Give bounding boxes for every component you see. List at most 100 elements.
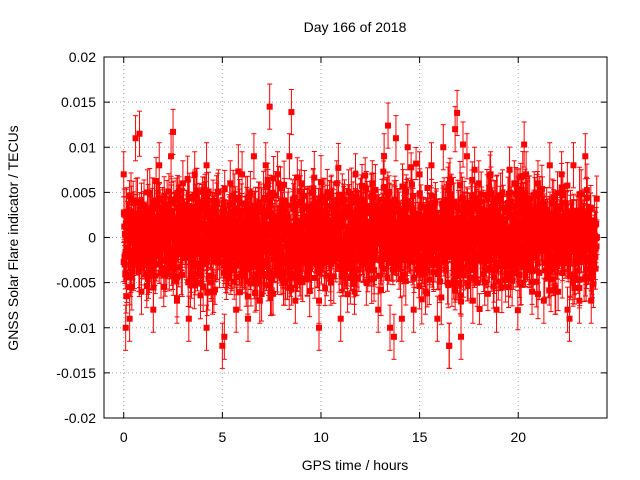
band-point [231,278,238,285]
band-point [292,201,299,208]
band-point [236,289,243,296]
band-point [316,214,323,221]
data-points [120,83,600,369]
band-point [161,240,168,247]
band-point [126,215,133,222]
band-point [243,261,250,268]
band-point [363,185,370,192]
band-point [361,251,368,258]
band-point [311,174,318,181]
band-point [288,285,295,292]
band-point [210,208,217,215]
band-point [277,225,284,232]
band-point [218,251,225,258]
band-point [216,244,223,251]
band-point [348,218,355,225]
band-point [294,174,301,181]
band-point [267,294,274,301]
band-point [290,206,297,213]
band-point [165,188,172,195]
band-point [185,279,192,286]
band-point [146,272,153,279]
band-point [172,244,179,251]
band-point [252,212,259,219]
band-point [321,259,328,266]
band-point [128,224,135,231]
band-point [267,200,274,207]
band-point [167,253,174,260]
band-point [360,212,367,219]
band-point [334,205,341,212]
band-point [291,194,298,201]
band-point [306,208,313,215]
band-point [275,180,282,187]
band-point [244,194,251,201]
band-point [289,249,296,256]
band-point [292,256,299,263]
band-point [121,223,128,230]
band-point [233,274,240,281]
band-point [173,278,180,285]
band-point [208,273,215,280]
band-point [175,239,182,246]
band-point [266,241,273,248]
band-point [184,175,191,182]
band-point [158,270,165,277]
band-point [363,220,370,227]
band-point [348,265,355,272]
band-point [192,260,199,267]
band-point [362,172,369,179]
band-point [194,270,201,277]
band-point [152,272,159,279]
band-point [177,195,184,202]
band-point [261,271,268,278]
band-point [164,203,171,210]
band-point [212,257,219,264]
band-point [344,291,351,298]
band-point [306,288,313,295]
band-point [176,187,183,194]
band-point [123,274,130,281]
band-point [186,194,193,201]
band-point [301,192,308,199]
band-point [330,273,337,280]
band-point [144,276,151,283]
band-point [266,274,273,281]
band-point [328,260,335,267]
band-point [270,175,277,182]
band-point [193,187,200,194]
chart-title: Day 166 of 2018 [304,19,407,35]
band-point [251,202,258,209]
band-point [196,199,203,206]
band-point [195,227,202,234]
band-point [123,210,130,217]
band-point [188,272,195,279]
band-point [262,208,269,215]
band-point [239,207,246,214]
band-point [239,233,246,240]
band-point [284,269,291,276]
band-point [269,189,276,196]
band-point [355,239,362,246]
band-point [136,265,143,272]
band-point [305,253,312,260]
band-point [179,271,186,278]
band-point [277,185,284,192]
band-point [175,264,182,271]
band-point [321,241,328,248]
band-point [322,285,329,292]
band-point [253,254,260,261]
band-point [247,190,254,197]
band-point [229,263,236,270]
band-point [292,274,299,281]
band-point [198,251,205,258]
band-point [202,201,209,208]
band-point [143,283,150,290]
band-point [257,267,264,274]
band-point [247,280,254,287]
band-point [301,204,308,211]
band-point [127,273,134,280]
band-point [225,268,232,275]
band-point [147,248,154,255]
